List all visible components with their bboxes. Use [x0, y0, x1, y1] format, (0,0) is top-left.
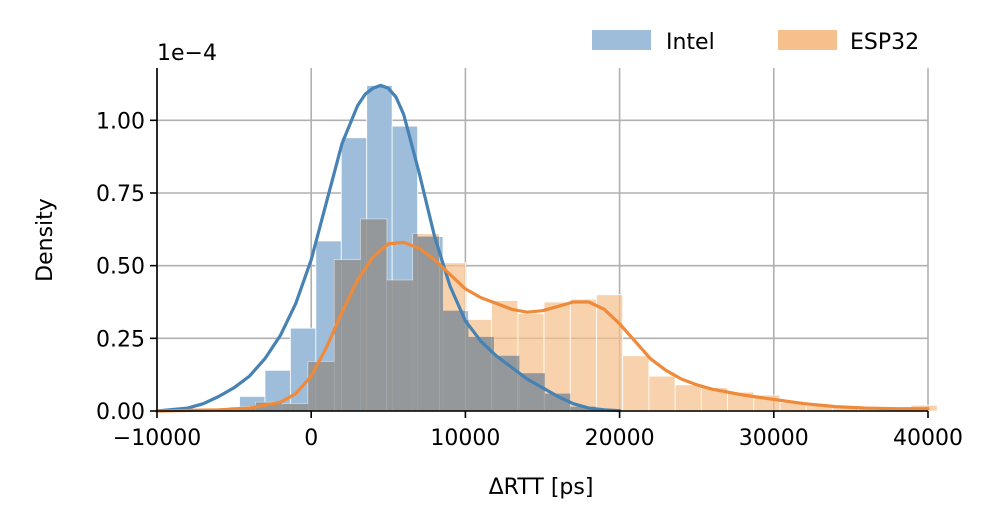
- bar-overlap-3-3: [290, 403, 309, 411]
- bar-overlap-8-8: [417, 236, 440, 411]
- bar-overlap-11-12: [517, 355, 520, 411]
- x-axis-label: ΔRTT [ps]: [489, 475, 594, 500]
- bar-overlap-5-6: [360, 219, 367, 411]
- x-tick-label-3: 20000: [585, 426, 655, 451]
- bar-overlap-10-10: [468, 336, 492, 411]
- tick-labels: −10000 0 10000 20000 30000 40000 0.00 0.25 0.50 0…: [96, 109, 963, 451]
- bar-overlap-7-8: [412, 233, 418, 411]
- bar-overlap-5-5: [341, 259, 361, 411]
- x-tick-label-4: 30000: [739, 426, 809, 451]
- bar-overlap-7-7: [392, 280, 413, 411]
- x-tick-label-0: −10000: [113, 426, 201, 451]
- bar-overlap-6-7: [386, 280, 393, 411]
- legend: Intel ESP32: [592, 30, 919, 55]
- y-tick-label-3: 0.75: [96, 182, 145, 207]
- bar-overlap-11-11: [493, 355, 518, 411]
- legend-label-intel: Intel: [666, 30, 715, 55]
- bar-overlap-8-9: [439, 262, 444, 411]
- x-tick-label-5: 40000: [893, 426, 963, 451]
- bar-esp32-14: [569, 298, 597, 412]
- bar-overlap-9-9: [443, 310, 466, 411]
- y-offset-label: 1e−4: [157, 41, 217, 66]
- kde-curves: [155, 83, 930, 413]
- x-tick-label-2: 10000: [430, 426, 500, 451]
- bar-overlap-4-5: [334, 259, 342, 411]
- y-tick-label-1: 0.25: [96, 327, 145, 352]
- y-tick-label-2: 0.50: [96, 255, 145, 280]
- legend-swatch-esp32: [778, 30, 837, 50]
- bar-overlap-12-13: [544, 373, 545, 411]
- axes: [156, 68, 928, 412]
- histogram-bars: [202, 85, 938, 412]
- y-tick-label-4: 1.00: [96, 109, 145, 134]
- bar-esp32-17: [648, 375, 676, 412]
- bar-overlap-2-3: [281, 403, 291, 411]
- bar-overlap-4-4: [315, 361, 335, 411]
- legend-label-esp32: ESP32: [850, 30, 919, 55]
- y-axis-label: Density: [33, 198, 58, 282]
- bar-overlap-12-12: [519, 373, 545, 411]
- bar-overlap-14-14: [570, 406, 596, 411]
- bar-overlap-10-11: [491, 336, 494, 411]
- legend-swatch-intel: [592, 30, 651, 50]
- bar-overlap-2-2: [264, 402, 282, 411]
- x-tick-label-1: 0: [304, 426, 318, 451]
- bar-esp32-16: [622, 355, 650, 412]
- y-tick-label-0: 0.00: [96, 400, 145, 425]
- kde-line-esp32: [155, 240, 930, 413]
- kde-line-intel: [155, 83, 622, 413]
- bar-overlap-6-6: [366, 219, 387, 411]
- bar-overlap-9-10: [465, 319, 469, 411]
- bar-overlap-3-4: [308, 361, 316, 411]
- bar-esp32-18: [674, 384, 702, 412]
